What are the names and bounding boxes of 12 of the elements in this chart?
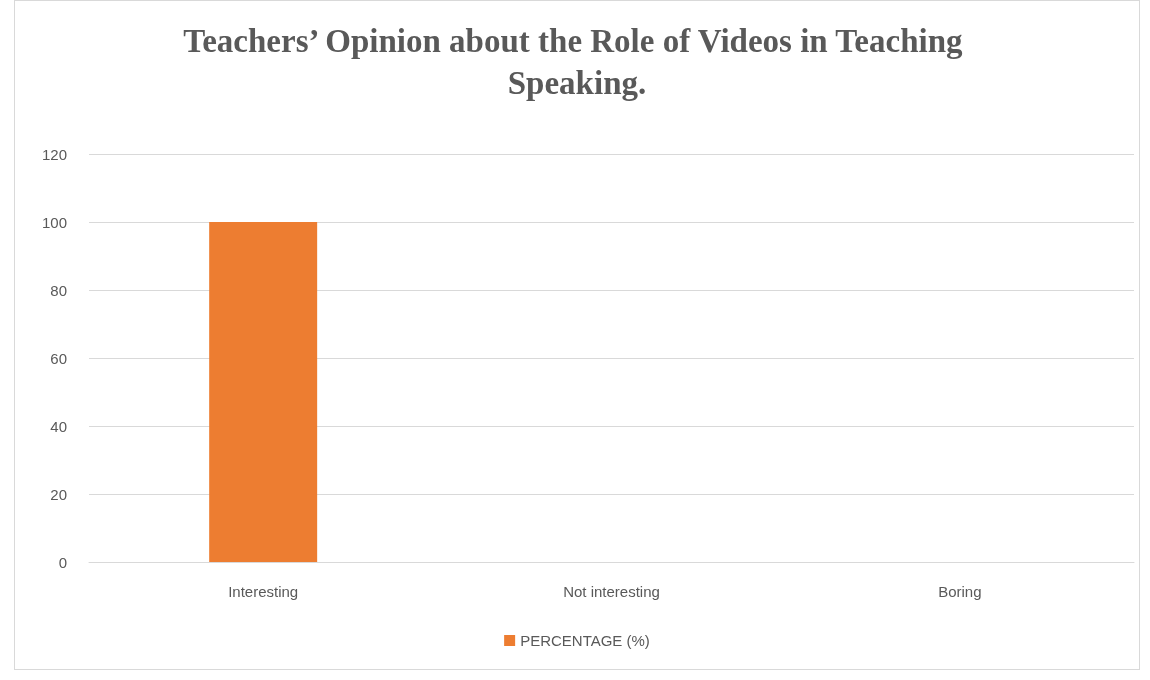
y-tick-label: 80 <box>50 281 67 299</box>
legend-label: PERCENTAGE (%) <box>520 632 650 649</box>
x-tick-label: Not interesting <box>563 583 660 600</box>
y-tick-label: 120 <box>41 145 67 163</box>
chart-title: Teachers’ Opinion about the Role of Videos in Teaching Speaking. <box>183 23 971 101</box>
x-tick-label: Interesting <box>228 583 299 600</box>
y-tick-label: 60 <box>50 349 67 367</box>
x-tick-label: Boring <box>938 583 982 600</box>
y-tick-label: 100 <box>41 213 67 231</box>
y-tick-label: 20 <box>50 485 67 503</box>
y-tick-label: 0 <box>58 553 67 571</box>
y-tick-label: 40 <box>50 417 67 435</box>
